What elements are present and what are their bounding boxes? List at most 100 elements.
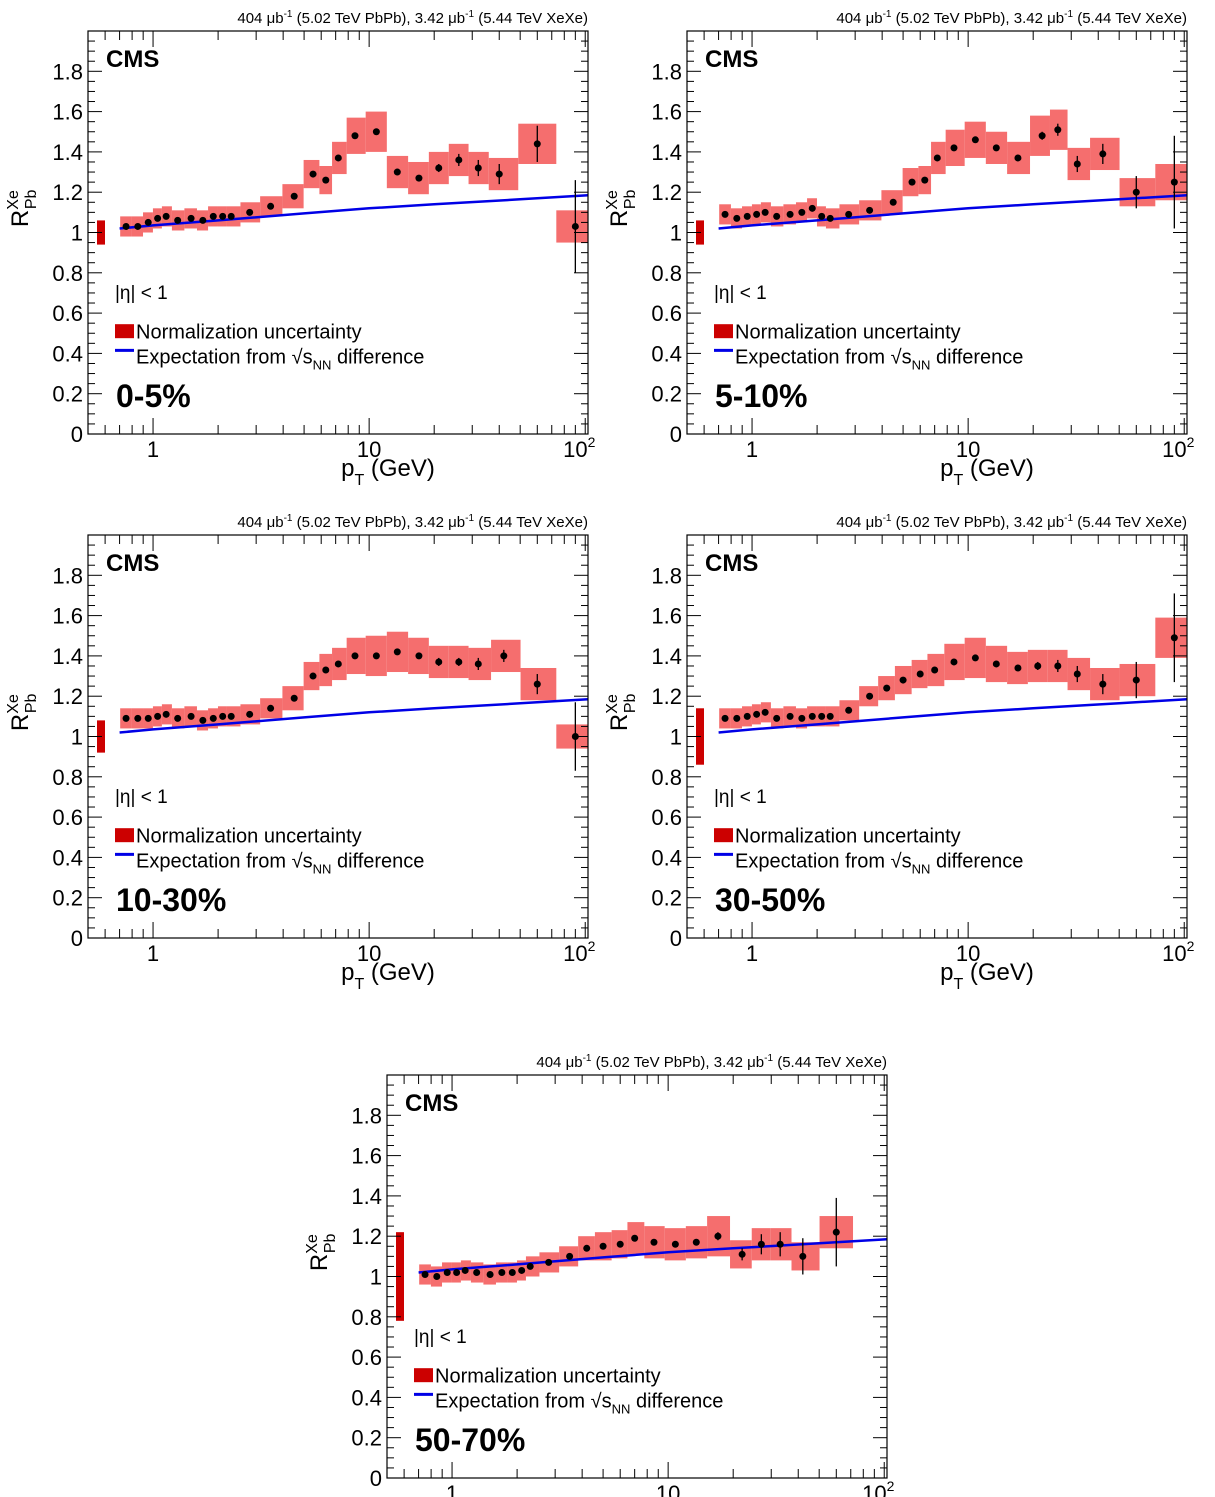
data-point [227, 712, 235, 720]
data-point [486, 1270, 494, 1278]
experiment-label: CMS [705, 550, 758, 577]
data-point [372, 652, 380, 660]
data-point [916, 670, 924, 678]
data-point [743, 212, 751, 220]
x-axis-label: pT (GeV) [341, 455, 435, 489]
data-point [526, 1262, 534, 1270]
sqrt-s-subscript: NN [313, 357, 332, 372]
lumi-xexe-energy: (5.44 TeV XeXe) [1073, 10, 1187, 27]
data-point [1170, 178, 1178, 186]
legend-line-label: Expectation from √sNN difference [435, 1390, 723, 1416]
data-point [671, 1240, 679, 1248]
legend-line-label: Expectation from √sNN difference [735, 346, 1023, 372]
y-tick-label: 0.6 [651, 805, 682, 830]
data-point [799, 1252, 807, 1260]
data-point [455, 156, 463, 164]
data-point [415, 652, 423, 660]
data-point [931, 666, 939, 674]
mu-symbol: μ [1047, 514, 1056, 531]
y-tick-label: 0 [670, 926, 682, 951]
barn-unit: b [275, 514, 283, 531]
x-tick-base: 10 [956, 941, 980, 966]
y-tick-label: 0.8 [52, 765, 83, 790]
data-point [351, 132, 359, 140]
data-point [474, 164, 482, 172]
y-tick-label: 1.8 [651, 563, 682, 588]
y-tick-label: 0.2 [651, 382, 682, 407]
y-tick-label: 0.4 [52, 845, 83, 870]
y-tick-label: 1.8 [351, 1103, 382, 1128]
plot-frame [87, 534, 589, 939]
data-point [921, 176, 929, 184]
data-point [773, 714, 781, 722]
data-point [733, 714, 741, 722]
data-point [738, 1250, 746, 1258]
plot-frame [87, 30, 589, 435]
data-point [616, 1240, 624, 1248]
data-point [267, 202, 275, 210]
data-point [992, 144, 1000, 152]
x-axis-unit: (GeV) [364, 455, 435, 482]
y-tick-label: 1.4 [52, 644, 83, 669]
y-tick-label: 0.6 [52, 805, 83, 830]
x-axis-label: pT (GeV) [341, 959, 435, 993]
data-point [992, 660, 1000, 668]
y-tick-label: 0.4 [651, 341, 682, 366]
experiment-label: CMS [106, 550, 159, 577]
data-point [533, 140, 541, 148]
mu-symbol: μ [866, 10, 875, 27]
data-point [933, 154, 941, 162]
data-point [309, 170, 317, 178]
data-point [162, 710, 170, 718]
x-axis-unit: (GeV) [963, 455, 1034, 482]
y-tick-label: 1.4 [651, 644, 682, 669]
y-tick-label: 0.8 [52, 261, 83, 286]
y-tick-label: 0.6 [351, 1345, 382, 1370]
data-point [435, 164, 443, 172]
panel-0-5%: 404 μb-1 (5.02 TeV PbPb), 3.42 μb-1 (5.4… [5, 9, 596, 489]
x-tick-base: 10 [563, 941, 587, 966]
data-point [786, 712, 794, 720]
data-point [883, 684, 891, 692]
data-point [453, 1268, 461, 1276]
data-point [808, 712, 816, 720]
y-tick-label: 0.2 [52, 382, 83, 407]
lumi-label: 404 μb-1 (5.02 TeV PbPb), 3.42 μb-1 (5.4… [237, 9, 588, 27]
x-axis-label: pT (GeV) [940, 959, 1034, 993]
x-tick-exponent: 2 [1187, 434, 1195, 450]
x-axis-symbol: p [940, 455, 953, 482]
y-axis-symbol: R [7, 714, 34, 731]
experiment-label: CMS [106, 46, 159, 73]
y-tick-label: 1.4 [651, 140, 682, 165]
barn-unit: b [457, 514, 465, 531]
x-tick-base: 1 [746, 941, 758, 966]
lumi-pbpb-energy: (5.02 TeV PbPb), 3.42 [292, 514, 448, 531]
mu-symbol: μ [1047, 10, 1056, 27]
x-tick-label: 1 [746, 941, 758, 966]
data-point [773, 212, 781, 220]
y-axis-label: RXePb [5, 189, 40, 227]
data-point [219, 712, 227, 720]
legend-line-text: Expectation from [435, 1390, 591, 1412]
data-point [500, 652, 508, 660]
expectation-line [718, 697, 1188, 734]
exponent: -1 [583, 1053, 592, 1064]
data-point [571, 222, 579, 230]
data-point [798, 714, 806, 722]
x-tick-exponent: 2 [588, 938, 596, 954]
data-point [757, 1240, 765, 1248]
lumi-label: 404 μb-1 (5.02 TeV PbPb), 3.42 μb-1 (5.4… [836, 9, 1187, 27]
data-point [199, 716, 207, 724]
y-tick-label: 0.2 [651, 886, 682, 911]
data-point [721, 210, 729, 218]
x-tick-label: 10 [956, 941, 980, 966]
x-tick-base: 1 [147, 941, 159, 966]
data-point [461, 1266, 469, 1274]
barn-unit: b [574, 1054, 582, 1071]
y-axis-label-text: RXePb [304, 1233, 339, 1271]
y-tick-label: 1.2 [651, 180, 682, 205]
legend-norm-label: Normalization uncertainty [735, 321, 961, 343]
data-point [351, 652, 359, 660]
y-tick-label: 1.2 [651, 684, 682, 709]
exponent: -1 [1064, 9, 1073, 20]
